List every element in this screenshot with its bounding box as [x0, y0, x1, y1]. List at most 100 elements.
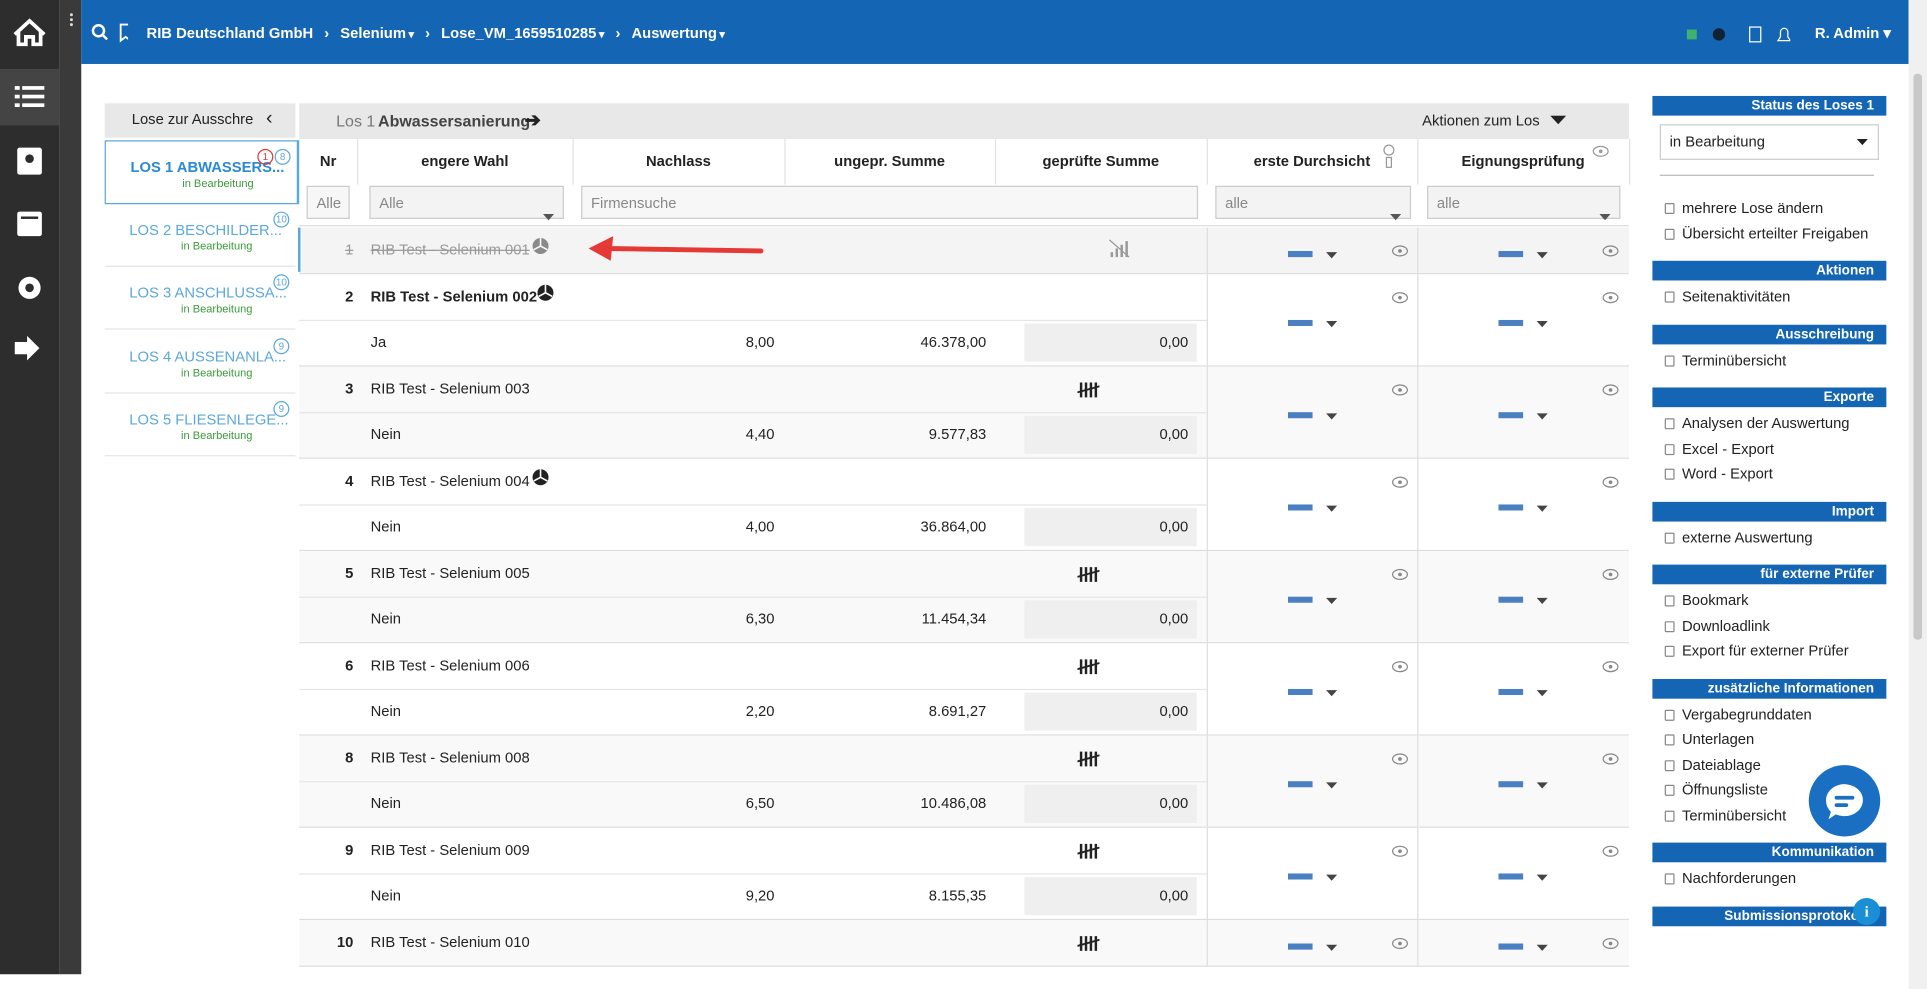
lot-item[interactable]: LOS 4 AUSSENANLA... in Bearbeitung 9: [104, 330, 296, 394]
status-select[interactable]: [1498, 777, 1548, 794]
arrow: ➔: [524, 110, 542, 132]
nav-toggle[interactable]: [59, 0, 82, 975]
crumb-text: Auswertung: [631, 24, 717, 42]
filter-input[interactable]: Firmensuche: [581, 185, 1199, 219]
side-link[interactable]: Word - Export: [1652, 461, 1886, 486]
side-link[interactable]: Terminübersicht: [1652, 348, 1886, 373]
side-link[interactable]: Übersicht erteilter Freigaben: [1652, 221, 1886, 246]
user-menu[interactable]: R. Admin ▾: [1814, 24, 1891, 42]
status-select[interactable]: [1287, 940, 1338, 957]
side-link[interactable]: Nachforderungen: [1652, 866, 1886, 891]
company-name[interactable]: RIB Test - Selenium 003: [370, 380, 530, 398]
lot-item[interactable]: LOS 1 ABWASSERS... in Bearbeitung 1 8: [104, 140, 300, 205]
company-name[interactable]: RIB Test - Selenium 008: [370, 749, 530, 767]
chat-button[interactable]: [1808, 765, 1881, 837]
status-select[interactable]: [1287, 316, 1338, 333]
side-link[interactable]: Seitenaktivitäten: [1652, 284, 1886, 309]
filter-input[interactable]: alle: [1427, 185, 1621, 221]
company-name[interactable]: RIB Test - Selenium 005: [370, 564, 530, 582]
crumb-text: Selenium: [340, 24, 406, 42]
search-icons[interactable]: [91, 23, 129, 43]
company-name[interactable]: RIB Test - Selenium 002: [370, 287, 538, 306]
lot-badge: 10: [273, 274, 290, 291]
side-link[interactable]: Dateiablage: [1652, 752, 1886, 777]
status-select[interactable]: [1498, 247, 1548, 264]
gepruefte-summe: 0,00: [1159, 610, 1189, 628]
col-divider: [1206, 827, 1208, 919]
status-select[interactable]: [1287, 247, 1338, 264]
crumb[interactable]: Selenium ▾: [340, 25, 414, 42]
company-name[interactable]: RIB Test - Selenium 009: [370, 841, 530, 859]
status-select[interactable]: [1498, 316, 1548, 333]
crumb[interactable]: Lose_VM_1659510285 ▾: [441, 25, 604, 42]
table-row: 3 RIB Test - Selenium 003 Nein 4,40 9.577,83…: [299, 366, 1630, 459]
status-title: Status des Loses 1: [1652, 95, 1887, 116]
status-select[interactable]: in Bearbeitung: [1659, 124, 1879, 160]
crumb[interactable]: RIB Deutschland GmbH: [147, 25, 314, 42]
side-link[interactable]: externe Auswertung: [1652, 525, 1886, 550]
lot-badge: 9: [273, 337, 290, 354]
side-link[interactable]: Downloadlink: [1652, 613, 1886, 638]
checked-box: [1024, 600, 1197, 639]
side-link[interactable]: Terminübersicht: [1652, 803, 1886, 828]
status-select[interactable]: [1287, 685, 1338, 702]
caret: [1599, 201, 1611, 234]
company-name[interactable]: RIB Test - Selenium 001: [370, 241, 530, 259]
eye-icon: [1382, 144, 1397, 172]
status-select[interactable]: [1287, 408, 1338, 425]
status-select[interactable]: [1287, 593, 1338, 610]
ungepr-summe: 9.577,83: [928, 425, 987, 443]
collapse[interactable]: ‹: [265, 108, 273, 130]
lot-item[interactable]: LOS 3 ANSCHLUSSA... in Bearbeitung 10: [104, 267, 296, 330]
pie-icon: [532, 469, 549, 490]
company-name[interactable]: RIB Test - Selenium 006: [370, 656, 530, 675]
status-select-svg: [1498, 688, 1548, 697]
side-link[interactable]: mehrere Lose ändern: [1652, 196, 1886, 221]
crumb[interactable]: Auswertung ▾: [632, 25, 725, 42]
status-select[interactable]: [1287, 870, 1338, 887]
gepruefte-summe: 0,00: [1159, 702, 1189, 720]
comment-icon-svg: [1391, 476, 1408, 488]
ungepr-summe: 8.691,27: [928, 702, 987, 720]
column-header: geprüfte Summe: [995, 139, 1208, 185]
filter-input[interactable]: Alle: [306, 185, 350, 219]
tally-icon: [1077, 381, 1100, 402]
section-header: zusätzliche Informationen: [1652, 678, 1887, 699]
lot-actions[interactable]: Aktionen zum Los: [1422, 111, 1540, 130]
side-link[interactable]: Vergabegrunddaten: [1652, 702, 1886, 727]
status-select[interactable]: [1287, 777, 1338, 794]
side-link[interactable]: Unterlagen: [1652, 727, 1886, 752]
eye-icon-svg: [1383, 144, 1395, 168]
filter-input[interactable]: Alle: [369, 185, 564, 221]
lot-item[interactable]: LOS 5 FLIESENLEGE... in Bearbeitung 9: [104, 394, 296, 457]
status-select[interactable]: [1498, 501, 1548, 518]
status-select[interactable]: [1498, 870, 1548, 887]
lot-item[interactable]: LOS 2 BESCHILDER... in Bearbeitung 10: [104, 204, 296, 267]
row-nr: 6: [345, 656, 354, 675]
status-select[interactable]: [1498, 685, 1548, 702]
table-row: 6 RIB Test - Selenium 006 Nein 2,20 8.691,27…: [299, 643, 1630, 736]
status-select[interactable]: [1498, 408, 1548, 425]
section-links: Terminübersicht: [1652, 348, 1886, 373]
row-divider: [299, 688, 1207, 691]
ungepr-summe: 10.486,08: [920, 794, 987, 812]
caret-svg: [543, 214, 555, 221]
side-link[interactable]: Öffnungsliste: [1652, 777, 1886, 802]
row-divider: [299, 504, 1207, 506]
side-link[interactable]: Excel - Export: [1652, 436, 1886, 461]
header-icons[interactable]: [1679, 25, 1791, 45]
company-name[interactable]: RIB Test - Selenium 010: [370, 933, 530, 951]
status-select[interactable]: [1498, 593, 1548, 610]
row-divider: [299, 319, 1207, 322]
lot-name: Abwassersanierung: [378, 111, 531, 131]
info-button[interactable]: i: [1853, 897, 1881, 926]
company-name[interactable]: RIB Test - Selenium 004: [370, 472, 530, 490]
side-link[interactable]: Export für externer Prüfer: [1652, 638, 1886, 663]
side-link[interactable]: Bookmark: [1652, 588, 1886, 613]
side-link[interactable]: Analysen der Auswertung: [1652, 411, 1886, 436]
filter-input[interactable]: alle: [1215, 185, 1412, 221]
status-select[interactable]: [1287, 501, 1338, 518]
status-select-svg: [1287, 781, 1338, 789]
engere-wahl: Nein: [370, 425, 402, 443]
status-select[interactable]: [1498, 940, 1548, 957]
